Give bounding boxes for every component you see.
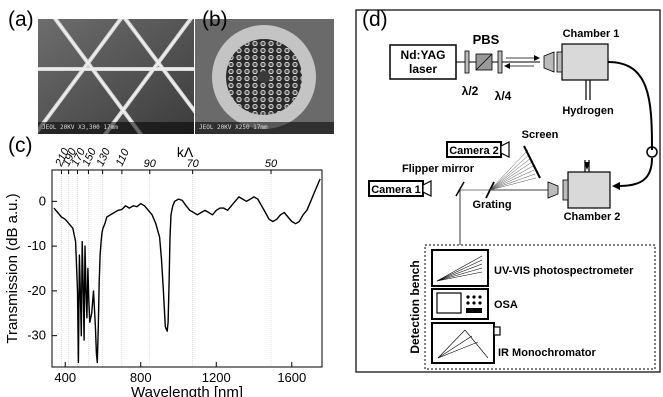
spectrum-line — [53, 178, 321, 364]
focusing-lens-1 — [543, 51, 555, 73]
grating-label: Grating — [472, 199, 511, 211]
quarter-wave-plate — [497, 50, 503, 74]
chamber-1-label: Chamber 1 — [563, 28, 620, 40]
x-tick-label-1: 800 — [130, 370, 152, 385]
ir-label: IR Monochromator — [498, 347, 596, 359]
flipper-mirror — [455, 181, 465, 197]
detection-bench-frame — [424, 244, 656, 370]
sem-footer-a: JEOL 20KV X3,300 17mm — [38, 122, 194, 134]
panel-label-a: (a) — [8, 8, 34, 31]
chamber-2 — [567, 171, 611, 209]
screen — [523, 145, 541, 179]
fiber-path — [607, 61, 653, 151]
panel-label-c: (c) — [8, 134, 33, 157]
x-tick-label-0: 400 — [54, 370, 76, 385]
quarter-wave-label: λ/4 — [495, 89, 512, 103]
top-tick-label-8: 50 — [265, 158, 278, 170]
half-wave-plate — [464, 50, 470, 74]
pbs-label: PBS — [473, 32, 500, 47]
y-tick-label-1: -10 — [27, 238, 46, 253]
osa-label: OSA — [494, 299, 518, 311]
camera-1-label: Camera 1 — [371, 184, 421, 196]
screen-label: Screen — [522, 129, 559, 141]
panel-label-d: (d) — [362, 8, 388, 31]
uvvis-label: UV-VIS photospectrometer — [494, 265, 634, 277]
y-axis-title: Transmission (dB a.u.) — [4, 193, 21, 343]
camera-2-label: Camera 2 — [449, 145, 499, 157]
setup-frame — [355, 9, 661, 373]
half-wave-label: λ/2 — [462, 84, 479, 98]
x-axis-title: Wavelength [nm] — [131, 384, 243, 397]
top-axis-title: kΛ — [177, 144, 194, 160]
hydrogen-label: Hydrogen — [562, 105, 614, 117]
collimating-lens-2 — [547, 181, 559, 199]
chamber-2-label: Chamber 2 — [564, 211, 621, 223]
fiber-coil — [646, 146, 658, 158]
chamber-1 — [561, 43, 609, 81]
top-tick-label-7: 70 — [187, 158, 200, 170]
y-tick-label-0: 0 — [39, 193, 46, 208]
detection-bench-label: Detection bench — [408, 260, 422, 353]
x-tick-label-2: 1200 — [202, 370, 231, 385]
laser-label-2: laser — [409, 62, 437, 76]
diffracted-fan — [489, 149, 537, 191]
top-tick-label-6: 90 — [144, 158, 157, 170]
x-tick-label-3: 1600 — [277, 370, 306, 385]
laser-label-1: Nd:YAG — [401, 48, 446, 62]
sem-image-fiber: JEOL 20KV X250 17mm — [195, 19, 334, 134]
plot-frame — [51, 169, 323, 368]
y-tick-label-3: -30 — [27, 328, 46, 343]
fiber-drawing — [195, 19, 334, 134]
y-tick-label-2: -20 — [27, 283, 46, 298]
sem-image-lattice: JEOL 20KV X3,300 17mm — [38, 19, 194, 134]
flipper-label: Flipper mirror — [402, 163, 475, 175]
lattice-drawing — [38, 19, 194, 134]
panel-label-b: (b) — [202, 8, 228, 31]
sem-footer-b: JEOL 20KV X250 17mm — [195, 122, 334, 134]
